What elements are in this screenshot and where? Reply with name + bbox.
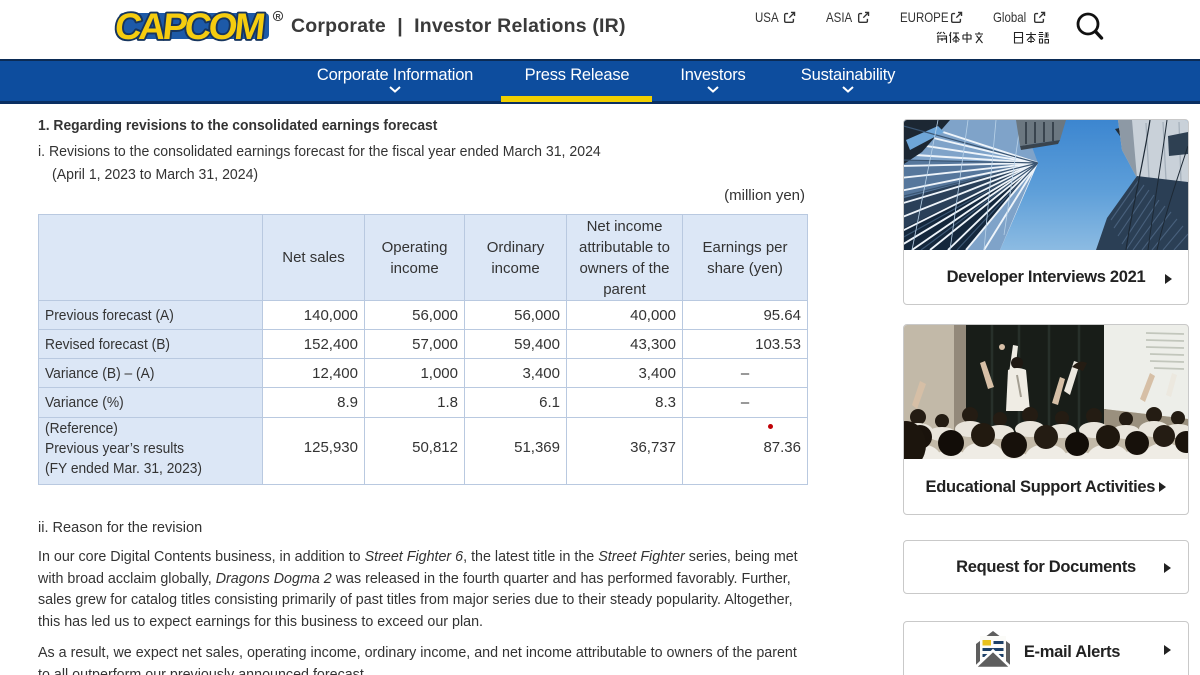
svg-text:CAPCOM: CAPCOM [113, 9, 266, 45]
svg-text:R: R [275, 14, 280, 21]
